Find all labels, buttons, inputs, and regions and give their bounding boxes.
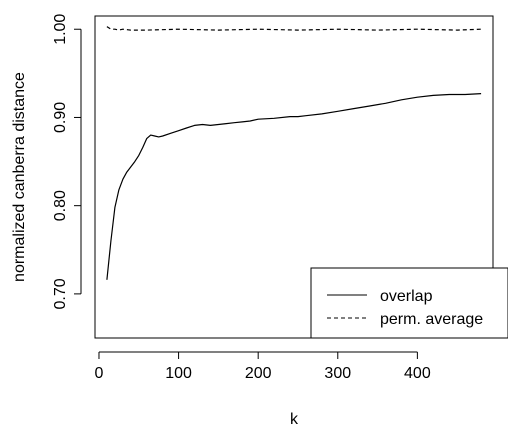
legend: overlap perm. average — [310, 267, 508, 339]
plot-frame — [94, 15, 494, 339]
legend-label-overlap: overlap — [380, 288, 433, 305]
x-tick-label: 100 — [165, 365, 192, 382]
x-tick-label: 0 — [95, 365, 104, 382]
y-axis-label: normalized canberra distance — [11, 72, 28, 282]
y-tick-label: 0.90 — [52, 102, 69, 133]
y-axis: 0.70 0.80 0.90 1.00 — [52, 14, 82, 309]
y-tick-label: 0.70 — [52, 278, 69, 309]
series-line-overlap — [106, 93, 482, 280]
legend-label-perm-average: perm. average — [380, 311, 483, 328]
x-tick-label: 300 — [324, 365, 351, 382]
x-tick-label: 400 — [404, 365, 431, 382]
legend-box — [310, 267, 508, 339]
x-tick-label: 200 — [245, 365, 272, 382]
x-axis-label: k — [290, 411, 299, 427]
series-line-perm-average — [106, 26, 482, 31]
y-tick-label: 1.00 — [52, 14, 69, 45]
y-tick-label: 0.80 — [52, 190, 69, 221]
x-axis: 0 100 200 300 400 — [95, 351, 431, 382]
series-layer — [106, 26, 482, 280]
